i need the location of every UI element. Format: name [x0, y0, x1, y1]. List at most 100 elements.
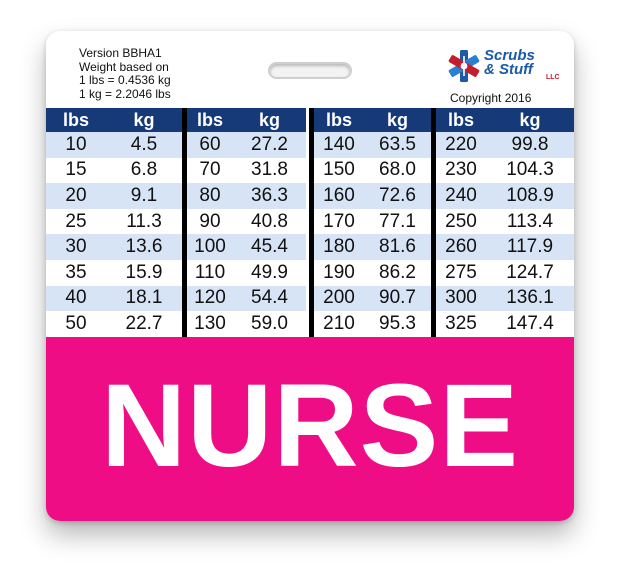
table-row: 150 68.0: [314, 158, 431, 184]
table-row: 25 11.3: [46, 209, 182, 235]
header-lbs: lbs: [196, 109, 223, 130]
badge-card: Version BBHA1 Weight based on 1 lbs = 0.…: [46, 31, 574, 521]
column-header: lbs kg: [314, 108, 431, 132]
table-column: lbs kg 140 63.5 150 68.0 160 72.6 170 77.1 180 81.6…: [314, 108, 431, 337]
kg-value: 27.2: [251, 133, 288, 155]
logo-text: Scrubs & Stuff LLC: [484, 47, 560, 81]
lbs-value: 30: [65, 236, 87, 258]
table-row: 70 31.8: [187, 158, 306, 184]
logo-suffix: LLC: [546, 74, 560, 81]
column-header: lbs kg: [46, 108, 182, 132]
table-row: 230 104.3: [436, 158, 574, 184]
table-row: 90 40.8: [187, 209, 306, 235]
kg-value: 113.4: [506, 210, 554, 232]
logo-word: & Stuff: [484, 61, 533, 78]
lbs-value: 140: [323, 133, 355, 155]
table-column: lbs kg 10 4.5 15 6.8 20 9.1 25 11.3 30 13.6 35 15.9 40…: [46, 108, 182, 337]
star-of-life-icon: [448, 50, 480, 82]
lbs-value: 325: [445, 312, 477, 334]
lbs-value: 60: [199, 133, 221, 155]
role-title: NURSE: [100, 360, 520, 492]
kg-value: 9.1: [130, 184, 158, 206]
column-header: lbs kg: [436, 108, 574, 132]
kg-value: 36.3: [251, 184, 288, 206]
table-row: 300 136.1: [436, 285, 574, 312]
table-column: lbs kg 60 27.2 70 31.8 80 36.3 90 40.8 100 45.4 110 4…: [187, 108, 306, 337]
lbs-value: 180: [323, 236, 355, 258]
table-row: 170 77.1: [314, 209, 431, 235]
kg-value: 90.7: [379, 287, 416, 309]
lbs-value: 230: [445, 159, 477, 181]
kg-value: 99.8: [511, 133, 549, 155]
kg-value: 4.5: [130, 133, 158, 155]
kg-value: 117.9: [506, 236, 554, 258]
kg-value: 45.4: [251, 236, 288, 258]
role-banner: NURSE: [46, 337, 574, 521]
table-row: 250 113.4: [436, 209, 574, 235]
badge-header: Version BBHA1 Weight based on 1 lbs = 0.…: [46, 31, 574, 107]
copyright-text: Copyright 2016: [450, 91, 532, 105]
kg-value: 124.7: [506, 261, 554, 283]
column-divider: [182, 108, 187, 337]
table-column: lbs kg 220 99.8 230 104.3 240 108.9 250 113.4 260 1…: [436, 108, 574, 337]
kg-value: 6.8: [130, 159, 158, 181]
table-row: 240 108.9: [436, 183, 574, 209]
kg-value: 108.9: [506, 184, 554, 206]
info-line: 1 lbs = 0.4536 kg: [79, 73, 171, 87]
header-kg: kg: [519, 109, 541, 130]
table-row: 260 117.9: [436, 234, 574, 260]
table-row: 80 36.3: [187, 183, 306, 209]
header-lbs: lbs: [62, 109, 89, 130]
lbs-value: 15: [65, 159, 87, 181]
info-line: Weight based on: [79, 59, 169, 74]
table-row: 40 18.1: [46, 285, 182, 312]
header-kg: kg: [258, 109, 280, 130]
lbs-value: 260: [445, 236, 477, 258]
kg-value: 40.8: [251, 210, 288, 232]
lbs-value: 170: [323, 210, 355, 232]
lbs-value: 190: [323, 261, 355, 283]
table-row: 20 9.1: [46, 183, 182, 209]
kg-value: 63.5: [379, 133, 416, 155]
lbs-value: 40: [65, 287, 87, 309]
table-row: 200 90.7: [314, 285, 431, 312]
lbs-value: 220: [445, 133, 477, 155]
lbs-value: 300: [445, 287, 477, 309]
lbs-value: 20: [65, 184, 87, 206]
kg-value: 15.9: [125, 261, 163, 283]
lbs-value: 210: [323, 312, 355, 334]
kg-value: 81.6: [379, 236, 416, 258]
lbs-value: 150: [323, 159, 355, 181]
column-header: lbs kg: [187, 108, 306, 132]
table-row: 60 27.2: [187, 132, 306, 158]
info-line: Version BBHA1: [79, 46, 162, 60]
table-row: 130 59.0: [187, 311, 306, 337]
table-row: 275 124.7: [436, 260, 574, 286]
lbs-value: 90: [199, 210, 221, 232]
header-kg: kg: [133, 109, 155, 130]
table-row: 220 99.8: [436, 132, 574, 158]
kg-value: 22.7: [125, 312, 163, 334]
table-row: 100 45.4: [187, 234, 306, 260]
lbs-value: 10: [65, 133, 87, 155]
logo-word: Scrubs: [484, 47, 535, 64]
kg-value: 72.6: [379, 184, 416, 206]
table-row: 110 49.9: [187, 260, 306, 286]
kg-value: 95.3: [379, 312, 416, 334]
lbs-value: 35: [65, 261, 87, 283]
lbs-value: 275: [445, 261, 477, 283]
kg-value: 18.1: [125, 287, 163, 309]
header-lbs: lbs: [447, 109, 474, 130]
lbs-value: 130: [194, 312, 226, 334]
table-row: 180 81.6: [314, 234, 431, 260]
lbs-value: 240: [445, 184, 477, 206]
column-divider: [309, 108, 314, 337]
table-row: 140 63.5: [314, 132, 431, 158]
lbs-value: 120: [194, 287, 226, 309]
version-info: Version BBHA1 Weight based on 1 lbs = 0.…: [79, 46, 171, 101]
brand-logo: Scrubs & Stuff LLC: [446, 47, 566, 85]
table-row: 325 147.4: [436, 311, 574, 337]
kg-value: 86.2: [379, 261, 416, 283]
table-row: 50 22.7: [46, 311, 182, 337]
badge-slot-icon: [268, 62, 352, 79]
